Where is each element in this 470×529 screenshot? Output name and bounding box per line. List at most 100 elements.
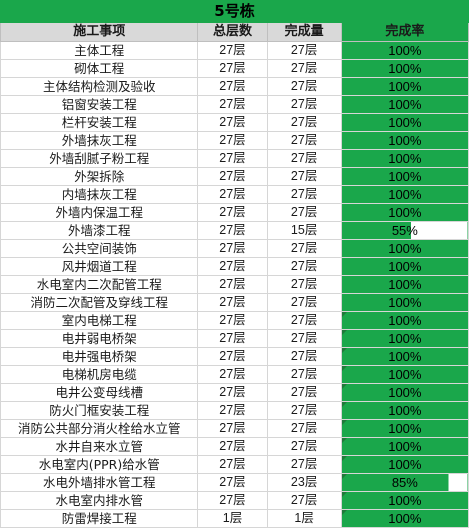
cell-total[interactable]: 27层: [197, 437, 268, 456]
cell-rate[interactable]: 100%: [340, 131, 470, 150]
cell-total[interactable]: 27层: [197, 311, 268, 330]
cell-total[interactable]: 27层: [197, 329, 268, 348]
cell-rate[interactable]: 100%: [340, 59, 470, 78]
cell-item[interactable]: 防火门框安装工程: [0, 401, 199, 420]
cell-item[interactable]: 水电室内(PPR)给水管: [0, 455, 199, 474]
cell-total[interactable]: 27层: [197, 95, 268, 114]
cell-rate[interactable]: 100%: [340, 239, 470, 258]
cell-done[interactable]: 27层: [266, 167, 342, 186]
cell-total[interactable]: 27层: [197, 239, 268, 258]
cell-item[interactable]: 外墙内保温工程: [0, 203, 199, 222]
cell-rate[interactable]: 100%: [340, 113, 470, 132]
cell-item[interactable]: 水电室内二次配管工程: [0, 275, 199, 294]
cell-item[interactable]: 外墙漆工程: [0, 221, 199, 240]
cell-done[interactable]: 27层: [266, 365, 342, 384]
cell-total[interactable]: 27层: [197, 77, 268, 96]
cell-item[interactable]: 公共空间装饰: [0, 239, 199, 258]
cell-item[interactable]: 水井自来水立管: [0, 437, 199, 456]
header-item[interactable]: 施工事项: [0, 22, 199, 42]
cell-done[interactable]: 27层: [266, 203, 342, 222]
cell-done[interactable]: 27层: [266, 347, 342, 366]
cell-item[interactable]: 铝窗安装工程: [0, 95, 199, 114]
cell-total[interactable]: 27层: [197, 293, 268, 312]
cell-total[interactable]: 27层: [197, 131, 268, 150]
cell-rate[interactable]: 100%: [340, 437, 470, 456]
cell-item[interactable]: 电井强电桥架: [0, 347, 199, 366]
cell-rate[interactable]: 100%: [340, 95, 470, 114]
cell-done[interactable]: 27层: [266, 383, 342, 402]
cell-item[interactable]: 主体结构检测及验收: [0, 77, 199, 96]
cell-rate[interactable]: 100%: [340, 167, 470, 186]
sheet-title[interactable]: 5号栋: [0, 0, 469, 23]
cell-done[interactable]: 27层: [266, 95, 342, 114]
cell-rate[interactable]: 100%: [340, 275, 470, 294]
cell-done[interactable]: 27层: [266, 329, 342, 348]
cell-rate[interactable]: 100%: [340, 419, 470, 438]
cell-rate[interactable]: 100%: [340, 401, 470, 420]
cell-total[interactable]: 27层: [197, 383, 268, 402]
cell-rate[interactable]: 100%: [340, 41, 470, 60]
cell-done[interactable]: 1层: [266, 509, 342, 528]
cell-rate[interactable]: 100%: [340, 365, 470, 384]
cell-item[interactable]: 水电室内排水管: [0, 491, 199, 510]
cell-item[interactable]: 外墙刮腻子粉工程: [0, 149, 199, 168]
cell-done[interactable]: 27层: [266, 113, 342, 132]
cell-item[interactable]: 消防二次配管及穿线工程: [0, 293, 199, 312]
cell-item[interactable]: 风井烟道工程: [0, 257, 199, 276]
cell-total[interactable]: 27层: [197, 185, 268, 204]
cell-total[interactable]: 27层: [197, 41, 268, 60]
cell-done[interactable]: 27层: [266, 491, 342, 510]
header-done[interactable]: 完成量: [266, 22, 342, 42]
cell-done[interactable]: 27层: [266, 41, 342, 60]
cell-rate[interactable]: 100%: [340, 77, 470, 96]
cell-total[interactable]: 27层: [197, 473, 268, 492]
cell-rate[interactable]: 85%: [340, 473, 470, 492]
cell-done[interactable]: 27层: [266, 185, 342, 204]
cell-item[interactable]: 水电外墙排水管工程: [0, 473, 199, 492]
cell-total[interactable]: 27层: [197, 347, 268, 366]
cell-total[interactable]: 27层: [197, 257, 268, 276]
cell-rate[interactable]: 100%: [340, 149, 470, 168]
cell-rate[interactable]: 100%: [340, 185, 470, 204]
cell-item[interactable]: 砌体工程: [0, 59, 199, 78]
cell-total[interactable]: 27层: [197, 113, 268, 132]
cell-item[interactable]: 消防公共部分消火栓给水立管: [0, 419, 199, 438]
header-total[interactable]: 总层数: [197, 22, 268, 42]
cell-done[interactable]: 27层: [266, 131, 342, 150]
cell-rate[interactable]: 100%: [340, 383, 470, 402]
cell-total[interactable]: 27层: [197, 455, 268, 474]
header-rate[interactable]: 完成率: [340, 22, 470, 42]
cell-item[interactable]: 防雷焊接工程: [0, 509, 199, 528]
cell-done[interactable]: 27层: [266, 275, 342, 294]
cell-done[interactable]: 27层: [266, 149, 342, 168]
cell-total[interactable]: 27层: [197, 221, 268, 240]
cell-done[interactable]: 27层: [266, 419, 342, 438]
cell-rate[interactable]: 100%: [340, 293, 470, 312]
cell-item[interactable]: 内墙抹灰工程: [0, 185, 199, 204]
cell-rate[interactable]: 100%: [340, 455, 470, 474]
cell-item[interactable]: 栏杆安装工程: [0, 113, 199, 132]
cell-total[interactable]: 27层: [197, 401, 268, 420]
cell-done[interactable]: 27层: [266, 293, 342, 312]
cell-done[interactable]: 27层: [266, 437, 342, 456]
cell-done[interactable]: 27层: [266, 257, 342, 276]
cell-rate[interactable]: 100%: [340, 509, 470, 528]
cell-done[interactable]: 27层: [266, 59, 342, 78]
cell-total[interactable]: 27层: [197, 203, 268, 222]
cell-rate[interactable]: 100%: [340, 203, 470, 222]
cell-item[interactable]: 外墙抹灰工程: [0, 131, 199, 150]
cell-item[interactable]: 外架拆除: [0, 167, 199, 186]
cell-total[interactable]: 27层: [197, 275, 268, 294]
cell-item[interactable]: 电井弱电桥架: [0, 329, 199, 348]
cell-rate[interactable]: 55%: [340, 221, 470, 240]
cell-done[interactable]: 27层: [266, 455, 342, 474]
cell-item[interactable]: 电梯机房电缆: [0, 365, 199, 384]
cell-total[interactable]: 27层: [197, 149, 268, 168]
cell-done[interactable]: 27层: [266, 77, 342, 96]
cell-done[interactable]: 23层: [266, 473, 342, 492]
cell-rate[interactable]: 100%: [340, 347, 470, 366]
cell-total[interactable]: 27层: [197, 365, 268, 384]
cell-total[interactable]: 27层: [197, 419, 268, 438]
cell-item[interactable]: 室内电梯工程: [0, 311, 199, 330]
cell-done[interactable]: 15层: [266, 221, 342, 240]
